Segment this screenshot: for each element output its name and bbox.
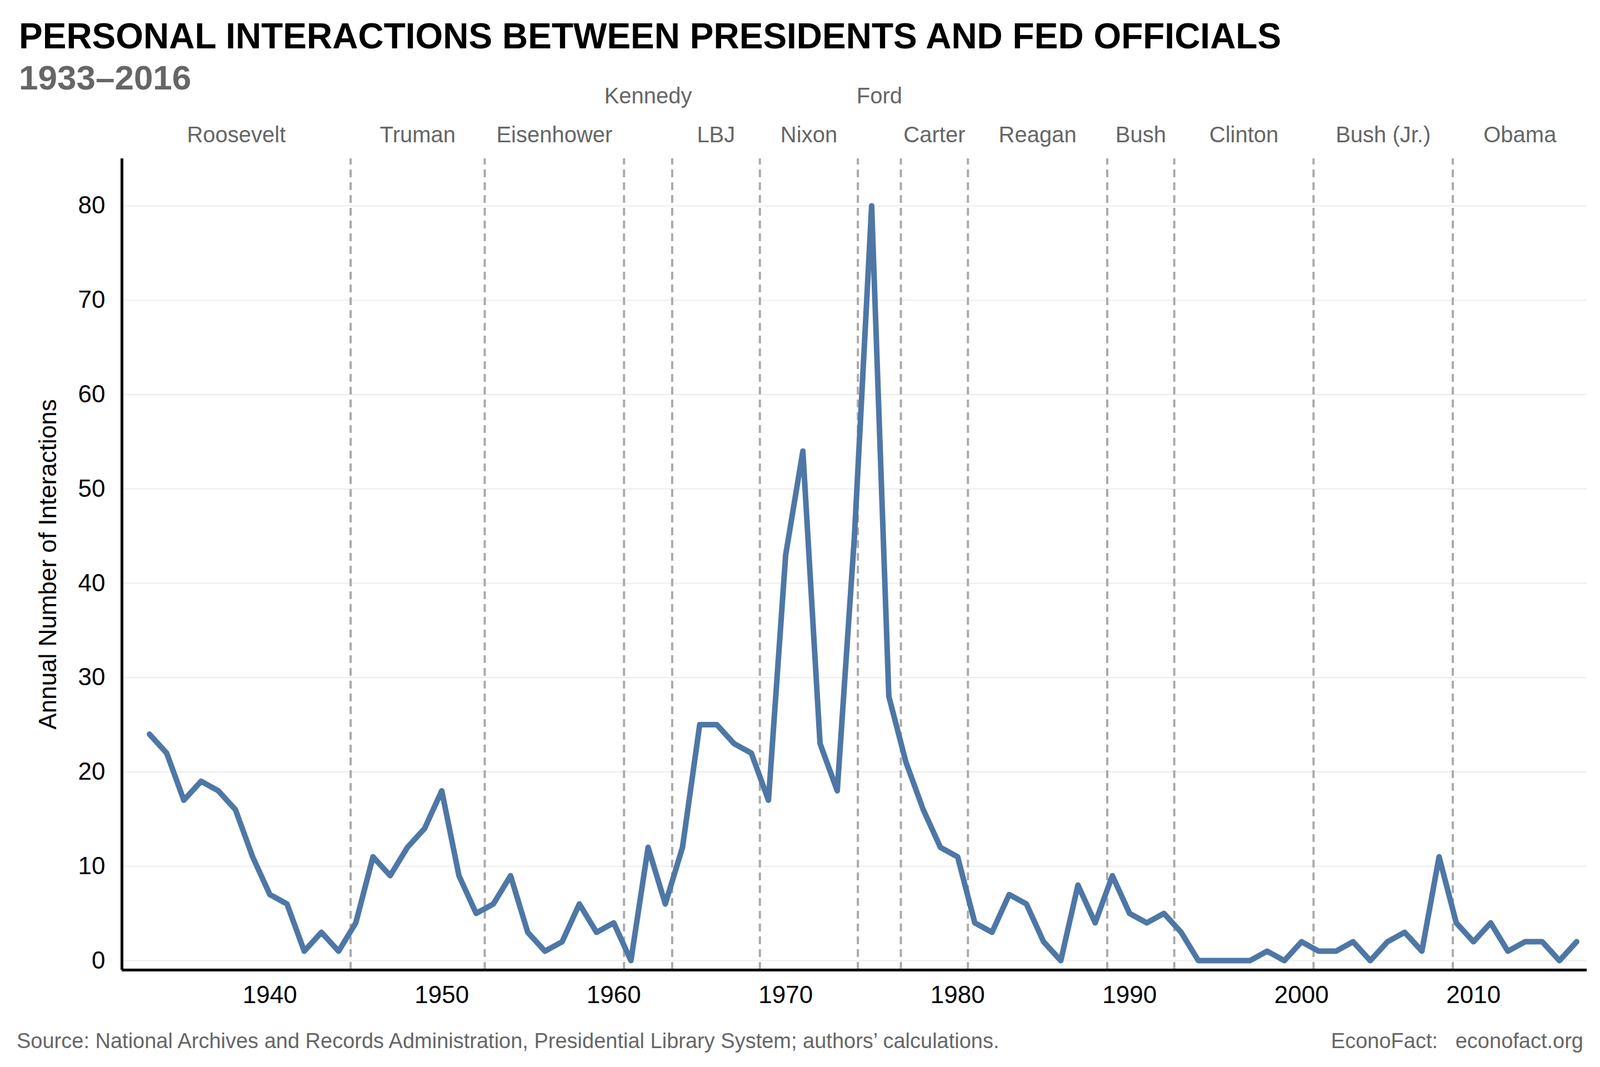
svg-text:Obama: Obama [1483, 122, 1557, 147]
svg-text:2000: 2000 [1274, 980, 1329, 1008]
svg-text:50: 50 [78, 474, 106, 502]
svg-text:2010: 2010 [1446, 980, 1501, 1008]
svg-text:80: 80 [78, 191, 106, 219]
svg-text:40: 40 [78, 568, 106, 597]
svg-text:60: 60 [78, 380, 106, 408]
svg-text:Truman: Truman [380, 122, 456, 147]
svg-text:Reagan: Reagan [998, 122, 1077, 147]
html-text:1933–2016: 1933–2016 [18, 58, 192, 97]
svg-text:Nixon: Nixon [780, 122, 838, 147]
svg-text:1990: 1990 [1102, 980, 1157, 1008]
svg-text:Bush: Bush [1115, 122, 1167, 147]
svg-text:1940: 1940 [242, 980, 298, 1008]
svg-text:Kennedy: Kennedy [604, 83, 693, 108]
html-text:EconoFact: econofact.org: EconoFact: econofact.org [1331, 1028, 1584, 1053]
svg-text:Bush (Jr.): Bush (Jr.) [1335, 122, 1431, 147]
svg-text:1950: 1950 [414, 980, 469, 1008]
html-text:Source: National Archives and: Source: National Archives and Records Ad… [16, 1028, 1000, 1053]
svg-text:Roosevelt: Roosevelt [186, 122, 286, 147]
svg-text:Ford: Ford [856, 83, 903, 108]
svg-text:70: 70 [78, 285, 106, 313]
svg-text:1970: 1970 [758, 980, 813, 1008]
svg-text:0: 0 [91, 946, 105, 974]
svg-text:1980: 1980 [930, 980, 985, 1008]
html-text:PERSONAL INTERACTIONS BETWEEN: PERSONAL INTERACTIONS BETWEEN PRESIDENTS… [18, 16, 1282, 57]
svg-text:20: 20 [78, 757, 106, 785]
svg-text:Eisenhower: Eisenhower [496, 122, 613, 147]
svg-text:LBJ: LBJ [696, 122, 735, 147]
svg-text:Carter: Carter [903, 122, 965, 147]
svg-text:Annual Number of Interactions: Annual Number of Interactions [33, 398, 62, 729]
svg-text:30: 30 [78, 662, 106, 690]
svg-text:10: 10 [78, 851, 106, 879]
svg-text:Clinton: Clinton [1209, 122, 1279, 147]
svg-text:1960: 1960 [586, 980, 642, 1008]
